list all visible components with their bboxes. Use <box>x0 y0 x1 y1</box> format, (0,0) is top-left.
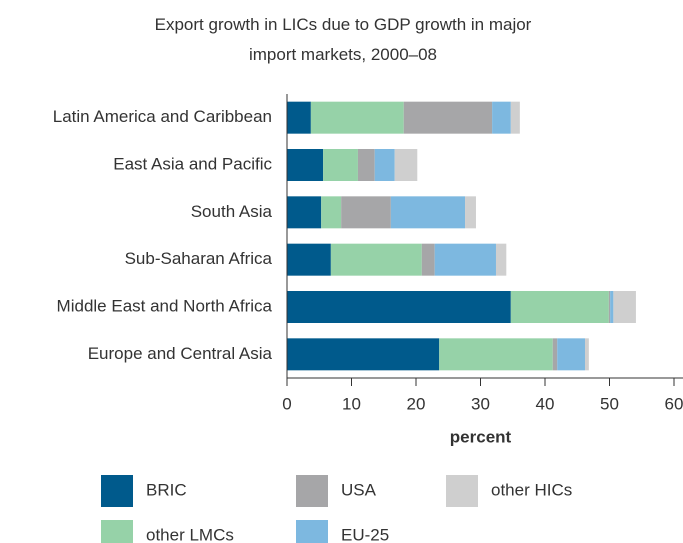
bar-segment <box>510 291 609 323</box>
bar-segment <box>403 101 493 134</box>
y-tick-label: Middle East and North Africa <box>57 296 273 315</box>
bar-segment <box>287 101 311 134</box>
bar-segment <box>374 149 395 181</box>
x-tick-label: 10 <box>342 394 361 413</box>
bar-segment <box>310 101 404 134</box>
bar-segment <box>439 338 553 371</box>
legend-label: other LMCs <box>146 525 234 543</box>
x-tick-label: 30 <box>471 394 490 413</box>
bar-segment <box>510 101 520 134</box>
bar-segment <box>394 149 418 181</box>
bar-segment <box>492 101 511 134</box>
bar-segment <box>287 149 324 181</box>
bar-segment <box>330 243 422 276</box>
bar-segment <box>323 149 358 181</box>
legend-label: BRIC <box>146 480 187 499</box>
x-tick-label: 40 <box>536 394 555 413</box>
bar-segment <box>287 196 322 229</box>
x-tick-label: 20 <box>407 394 426 413</box>
bar-segment <box>495 243 507 276</box>
bar-segment <box>287 243 331 276</box>
bar-segment <box>341 196 391 229</box>
legend-label: EU-25 <box>341 525 389 543</box>
bar-segment <box>390 196 466 229</box>
bar-segment <box>434 243 496 276</box>
x-axis-title: percent <box>450 427 512 446</box>
legend-swatch <box>296 520 328 543</box>
bar-segment <box>613 291 636 323</box>
legend-swatch <box>296 475 328 507</box>
legend-swatch <box>101 520 133 543</box>
legend-swatch <box>446 475 478 507</box>
x-tick-label: 60 <box>665 394 683 413</box>
legend-swatch <box>101 475 133 507</box>
bar-segment <box>287 291 511 323</box>
bar-segment <box>552 338 558 371</box>
x-tick-label: 0 <box>282 394 291 413</box>
y-tick-label: East Asia and Pacific <box>113 154 272 173</box>
bar-segment <box>610 291 614 323</box>
y-tick-label: Europe and Central Asia <box>88 344 273 363</box>
bar-segment <box>584 338 589 371</box>
y-tick-label: Sub-Saharan Africa <box>125 249 273 268</box>
bar-segment <box>357 149 375 181</box>
bar-segment <box>287 338 440 371</box>
legend-label: USA <box>341 480 377 499</box>
legend-label: other HICs <box>491 480 572 499</box>
y-tick-label: Latin America and Caribbean <box>53 107 272 126</box>
chart-title: Export growth in LICs due to GDP growth … <box>154 15 532 64</box>
y-tick-label: South Asia <box>191 202 273 221</box>
x-tick-label: 50 <box>600 394 619 413</box>
bar-segment <box>608 291 611 323</box>
bar-segment <box>557 338 585 371</box>
bar-segment <box>465 196 476 229</box>
bar-segment <box>321 196 342 229</box>
bar-segment <box>421 243 435 276</box>
